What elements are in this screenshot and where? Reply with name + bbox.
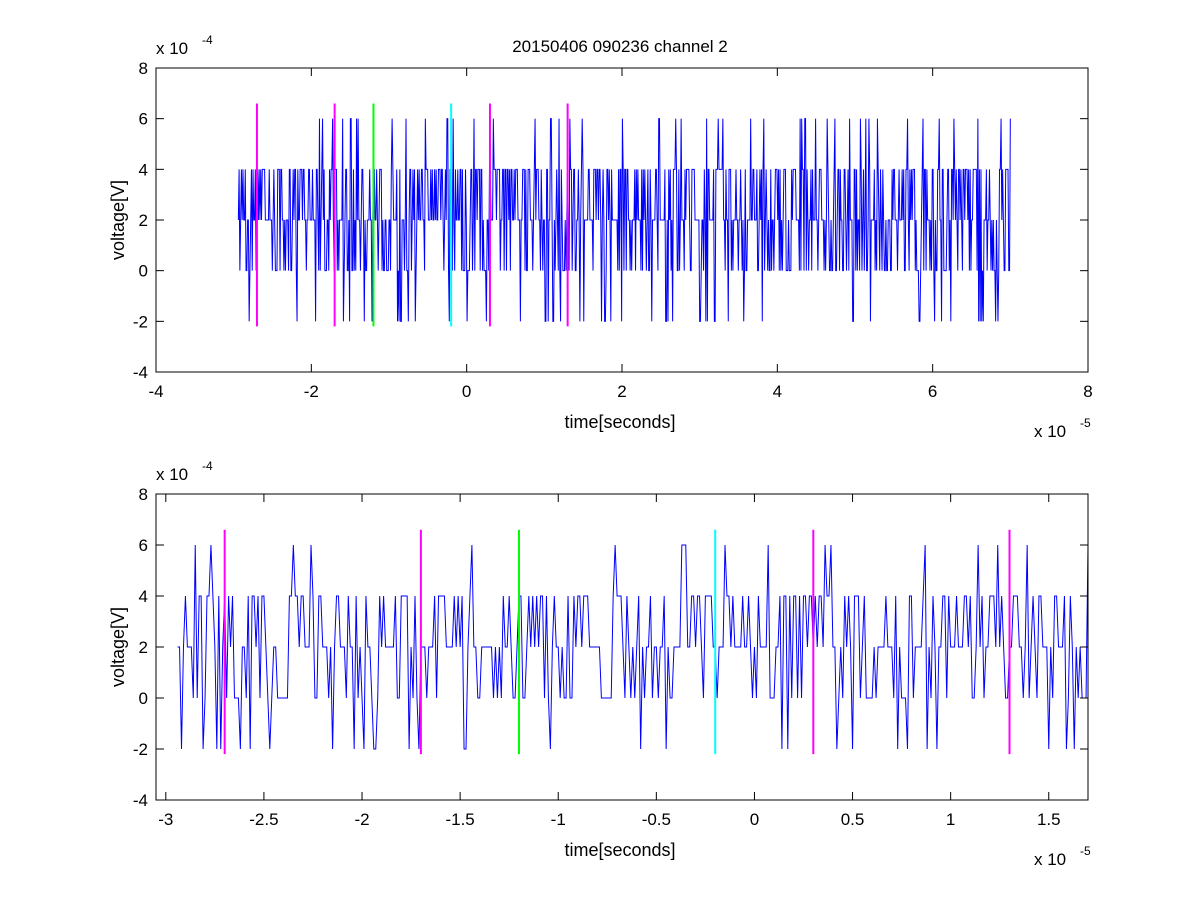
x-tick-label: -2.5 bbox=[249, 810, 278, 829]
y-exponent-power: -4 bbox=[202, 33, 213, 47]
signal-series-line bbox=[177, 544, 1089, 750]
x-exponent-label: x 10 bbox=[1034, 422, 1066, 441]
x-tick-label: 4 bbox=[773, 382, 782, 401]
x-tick-label: 2 bbox=[617, 382, 626, 401]
y-tick-label: 0 bbox=[139, 262, 148, 281]
y-tick-label: 8 bbox=[139, 59, 148, 78]
x-tick-label: 1 bbox=[946, 810, 955, 829]
y-axis-label: voltage[V] bbox=[108, 180, 128, 260]
y-tick-label: 0 bbox=[139, 689, 148, 708]
y-exponent-label: x 10 bbox=[156, 39, 188, 58]
x-tick-label: -0.5 bbox=[642, 810, 671, 829]
y-tick-label: 2 bbox=[139, 638, 148, 657]
chart-title: 20150406 090236 channel 2 bbox=[512, 37, 728, 56]
top-plot: -4 -2 0 2 4 6 8 -4 -2 0 2 4 6 8 time[seconds] voltage[V… bbox=[108, 33, 1093, 441]
x-axis-label: time[seconds] bbox=[564, 840, 675, 860]
x-tick-label: -2 bbox=[354, 810, 369, 829]
y-tick-label: 4 bbox=[139, 587, 148, 606]
y-tick-label: -4 bbox=[133, 791, 148, 810]
signal-series-line bbox=[237, 118, 1011, 322]
x-tick-label: -2 bbox=[304, 382, 319, 401]
y-tick-label: 4 bbox=[139, 160, 148, 179]
x-tick-label: -4 bbox=[148, 382, 163, 401]
x-tick-label: -1.5 bbox=[445, 810, 474, 829]
y-tick-label: 8 bbox=[139, 485, 148, 504]
x-tick-label: -3 bbox=[158, 810, 173, 829]
x-exponent-power: -5 bbox=[1080, 844, 1091, 858]
y-exponent-label: x 10 bbox=[156, 465, 188, 484]
y-axis-label: voltage[V] bbox=[108, 607, 128, 687]
x-tick-label: -1 bbox=[551, 810, 566, 829]
y-tick-label: -4 bbox=[133, 363, 148, 382]
x-tick-label: 6 bbox=[928, 382, 937, 401]
x-tick-label: 8 bbox=[1083, 382, 1092, 401]
y-tick-label: 6 bbox=[139, 110, 148, 129]
y-tick-label: 2 bbox=[139, 211, 148, 230]
y-tick-label: 6 bbox=[139, 536, 148, 555]
x-axis-label: time[seconds] bbox=[564, 412, 675, 432]
x-exponent-label: x 10 bbox=[1034, 850, 1066, 869]
x-tick-label: 0 bbox=[462, 382, 471, 401]
x-tick-label: 0.5 bbox=[841, 810, 865, 829]
y-tick-label: -2 bbox=[133, 740, 148, 759]
x-tick-label: 1.5 bbox=[1037, 810, 1061, 829]
bottom-plot: -3 -2.5 -2 -1.5 -1 -0.5 0 0.5 1 1.5 -4 -2 0 2 4 6 8 time[… bbox=[108, 459, 1091, 869]
y-exponent-power: -4 bbox=[202, 459, 213, 473]
y-tick-label: -2 bbox=[133, 312, 148, 331]
x-tick-label: 0 bbox=[750, 810, 759, 829]
x-exponent-power: -5 bbox=[1080, 416, 1091, 430]
